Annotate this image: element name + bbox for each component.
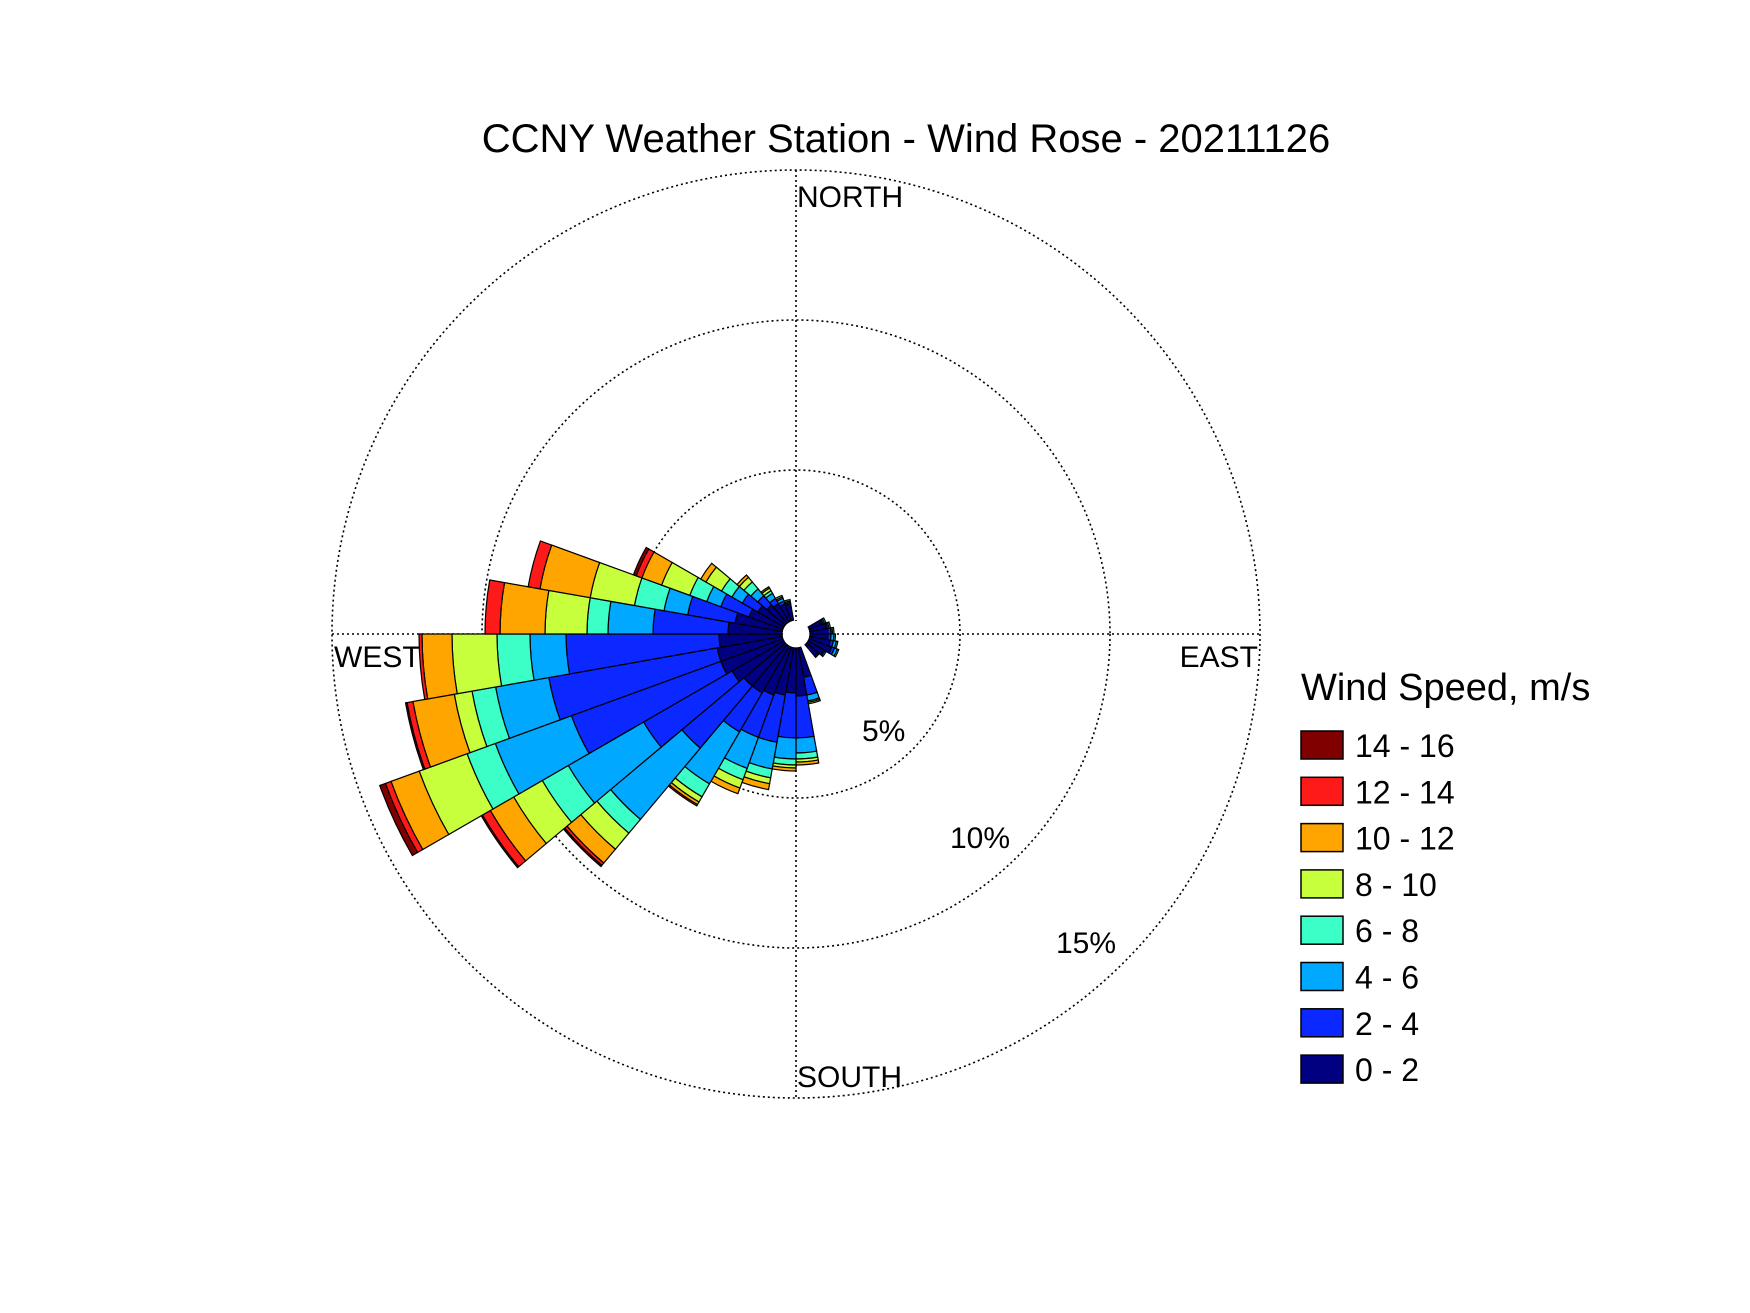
direction-label-north: NORTH bbox=[797, 181, 903, 214]
petal-segment bbox=[833, 648, 840, 658]
petal-segment bbox=[832, 633, 837, 642]
legend: Wind Speed, m/s 14 - 16 12 - 14 10 - 12 8 -… bbox=[1300, 667, 1590, 1088]
legend-swatch bbox=[1300, 869, 1344, 899]
legend-label: 12 - 14 bbox=[1355, 774, 1455, 810]
petal-segment bbox=[813, 651, 821, 659]
legend-items: 14 - 16 12 - 14 10 - 12 8 - 10 6 - 8 4 - 6 2 -… bbox=[1300, 728, 1455, 1088]
legend-swatch bbox=[1300, 776, 1344, 807]
legend-label: 0 - 2 bbox=[1355, 1052, 1419, 1088]
direction-label-east: EAST bbox=[1180, 641, 1258, 674]
petal-segment bbox=[484, 579, 506, 635]
petal-segment bbox=[418, 633, 429, 701]
calm-center bbox=[783, 621, 809, 647]
petal-segment bbox=[820, 649, 828, 658]
direction-label-south: SOUTH bbox=[797, 1061, 902, 1094]
petal-segment bbox=[632, 546, 650, 577]
petal-segment bbox=[451, 633, 503, 695]
petal-segment bbox=[736, 574, 750, 588]
petal-segment bbox=[831, 626, 835, 635]
petal-segment bbox=[527, 540, 553, 590]
legend-swatch bbox=[1300, 961, 1344, 992]
direction-label-west: WEST bbox=[334, 641, 421, 674]
petal-segment bbox=[586, 597, 612, 635]
petal-segment bbox=[496, 633, 535, 687]
ring-label-10: 10% bbox=[950, 822, 1010, 855]
petal-segment bbox=[499, 581, 550, 635]
petal-segment bbox=[699, 562, 718, 583]
petal-segment bbox=[760, 585, 771, 595]
legend-label: 2 - 4 bbox=[1355, 1006, 1419, 1042]
legend-label: 10 - 12 bbox=[1355, 821, 1455, 857]
wind-rose-petals bbox=[378, 540, 840, 869]
legend-label: 8 - 10 bbox=[1355, 867, 1437, 903]
ring-label-15: 15% bbox=[1056, 927, 1116, 960]
legend-title: Wind Speed, m/s bbox=[1301, 667, 1590, 709]
legend-label: 14 - 16 bbox=[1355, 728, 1455, 764]
legend-swatch bbox=[1300, 915, 1344, 945]
petal-segment bbox=[529, 633, 571, 681]
legend-swatch bbox=[1300, 1054, 1344, 1084]
petal-segment bbox=[783, 598, 791, 604]
legend-swatch bbox=[1300, 1008, 1344, 1038]
legend-swatch bbox=[1300, 822, 1344, 853]
petal-segment bbox=[378, 782, 419, 857]
legend-label: 6 - 8 bbox=[1355, 913, 1419, 949]
petal-segment bbox=[774, 594, 784, 601]
legend-label: 4 - 6 bbox=[1355, 960, 1419, 996]
petal-segment bbox=[404, 701, 426, 771]
legend-swatch bbox=[1300, 730, 1344, 760]
petal-segment bbox=[795, 735, 818, 754]
chart-title: CCNY Weather Station - Wind Rose - 20211… bbox=[482, 117, 1331, 161]
petal-segment bbox=[421, 633, 458, 700]
ring-label-5: 5% bbox=[862, 715, 905, 748]
